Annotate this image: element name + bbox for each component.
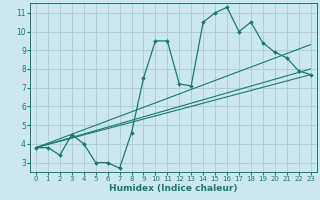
X-axis label: Humidex (Indice chaleur): Humidex (Indice chaleur) (109, 184, 237, 193)
